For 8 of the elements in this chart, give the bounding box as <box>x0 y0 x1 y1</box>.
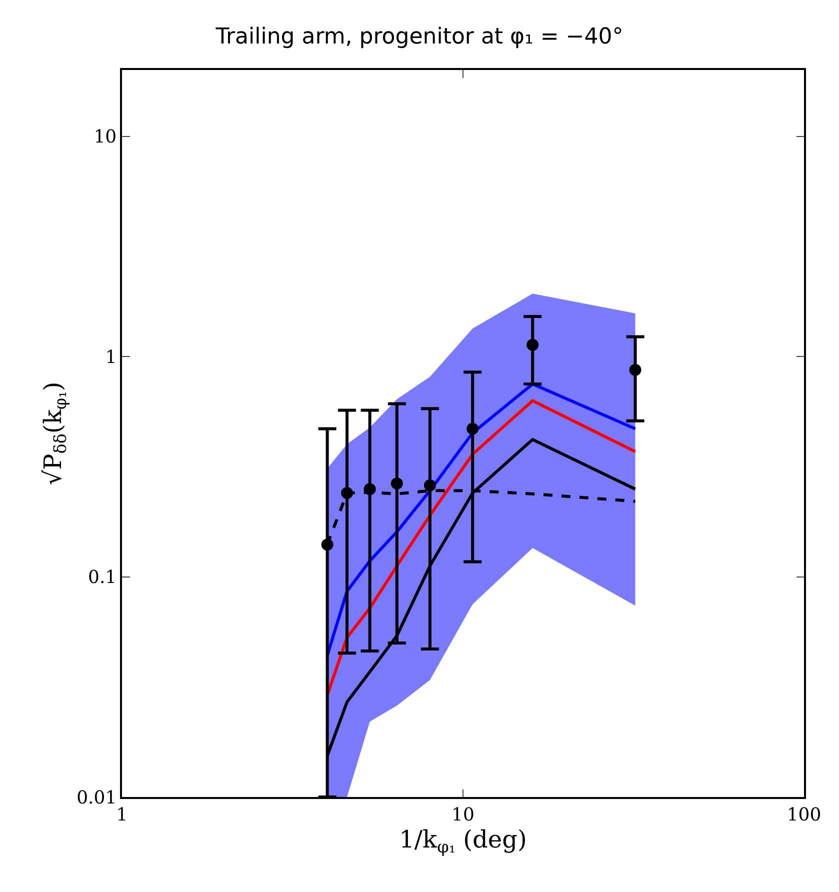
y-tick-label: 0.01 <box>76 787 117 808</box>
y-tick-label: 0.1 <box>88 567 117 588</box>
y-tick-label: 10 <box>94 126 117 148</box>
x-axis-title: 1/k$_{φ₁}$ (deg) <box>399 825 527 856</box>
chart-title: Trailing arm, progenitor at φ₁ = −40° <box>214 24 624 50</box>
x-tick-label: 100 <box>786 804 822 826</box>
x-tick-label: 10 <box>452 804 474 826</box>
y-tick-label: 1 <box>105 346 117 368</box>
